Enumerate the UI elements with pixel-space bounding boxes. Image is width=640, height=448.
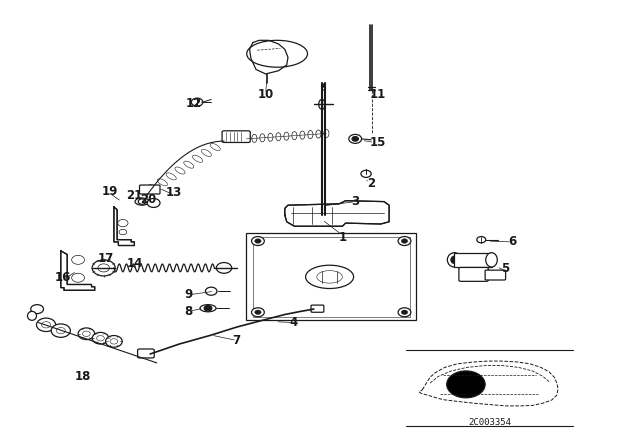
Ellipse shape (316, 130, 321, 138)
Ellipse shape (306, 265, 354, 289)
Circle shape (204, 306, 212, 311)
Circle shape (401, 310, 408, 314)
Text: 9: 9 (185, 288, 193, 302)
Text: 19: 19 (102, 185, 118, 198)
Circle shape (78, 328, 95, 340)
Text: 12: 12 (186, 96, 202, 110)
Circle shape (205, 287, 217, 295)
Text: 2C003354: 2C003354 (468, 418, 511, 426)
Text: 4: 4 (289, 316, 297, 329)
Circle shape (83, 331, 90, 336)
Ellipse shape (184, 161, 194, 168)
Circle shape (147, 198, 160, 207)
Ellipse shape (268, 133, 273, 141)
Circle shape (110, 339, 118, 344)
Ellipse shape (284, 132, 289, 140)
Text: 18: 18 (75, 370, 92, 383)
Circle shape (361, 170, 371, 177)
Circle shape (72, 255, 84, 264)
Circle shape (349, 134, 362, 143)
Text: 14: 14 (126, 257, 143, 270)
Text: 16: 16 (54, 271, 71, 284)
Text: 15: 15 (369, 136, 386, 149)
FancyBboxPatch shape (459, 267, 488, 281)
Circle shape (138, 199, 146, 204)
FancyBboxPatch shape (140, 185, 160, 194)
Ellipse shape (200, 305, 216, 312)
Ellipse shape (28, 311, 36, 320)
Ellipse shape (300, 131, 305, 139)
Polygon shape (285, 201, 389, 226)
Text: 17: 17 (97, 252, 114, 266)
Circle shape (401, 239, 408, 243)
Ellipse shape (252, 134, 257, 142)
FancyBboxPatch shape (222, 131, 250, 142)
Text: 8: 8 (185, 305, 193, 318)
Ellipse shape (317, 271, 342, 283)
Bar (246, 233, 416, 320)
Circle shape (118, 220, 128, 227)
Circle shape (119, 229, 127, 235)
Ellipse shape (319, 99, 325, 109)
Ellipse shape (202, 149, 211, 156)
Circle shape (252, 237, 264, 246)
Ellipse shape (486, 253, 497, 267)
Text: 10: 10 (257, 87, 274, 101)
Ellipse shape (247, 40, 307, 67)
Circle shape (252, 308, 264, 317)
Circle shape (191, 98, 203, 106)
Circle shape (447, 371, 485, 398)
Circle shape (92, 332, 109, 344)
Text: 13: 13 (166, 186, 182, 199)
Text: 2: 2 (367, 177, 375, 190)
Ellipse shape (157, 179, 168, 186)
FancyBboxPatch shape (311, 305, 324, 312)
Ellipse shape (166, 173, 176, 180)
Ellipse shape (447, 253, 461, 267)
Circle shape (255, 310, 261, 314)
Ellipse shape (292, 132, 297, 140)
Circle shape (98, 264, 109, 272)
Polygon shape (61, 251, 95, 290)
Circle shape (56, 327, 65, 334)
Bar (454, 253, 492, 267)
Ellipse shape (451, 256, 458, 264)
Text: 20: 20 (140, 193, 157, 206)
Circle shape (92, 260, 115, 276)
Circle shape (97, 336, 104, 341)
Circle shape (352, 137, 358, 141)
Circle shape (106, 336, 122, 347)
Ellipse shape (135, 198, 149, 205)
Bar (253, 237, 410, 317)
Ellipse shape (324, 129, 329, 138)
Circle shape (42, 322, 51, 328)
Ellipse shape (175, 167, 185, 174)
Ellipse shape (308, 130, 313, 138)
Text: 7: 7 (233, 334, 241, 347)
Text: 11: 11 (369, 88, 386, 102)
Circle shape (72, 273, 84, 282)
Text: 6: 6 (508, 235, 516, 249)
Text: 5: 5 (502, 262, 509, 276)
Text: 1: 1 (339, 231, 346, 244)
Circle shape (255, 239, 261, 243)
Text: 21: 21 (126, 189, 143, 202)
Circle shape (36, 318, 56, 332)
Polygon shape (114, 207, 134, 246)
Ellipse shape (260, 134, 265, 142)
FancyBboxPatch shape (138, 349, 154, 358)
Ellipse shape (276, 133, 281, 141)
Circle shape (51, 324, 70, 337)
Ellipse shape (148, 185, 159, 192)
Circle shape (31, 305, 44, 314)
Text: 3: 3 (351, 195, 359, 208)
Ellipse shape (210, 143, 220, 151)
Ellipse shape (193, 155, 203, 162)
Circle shape (398, 308, 411, 317)
FancyBboxPatch shape (485, 270, 506, 280)
Circle shape (398, 237, 411, 246)
Circle shape (477, 237, 486, 243)
Circle shape (216, 263, 232, 273)
